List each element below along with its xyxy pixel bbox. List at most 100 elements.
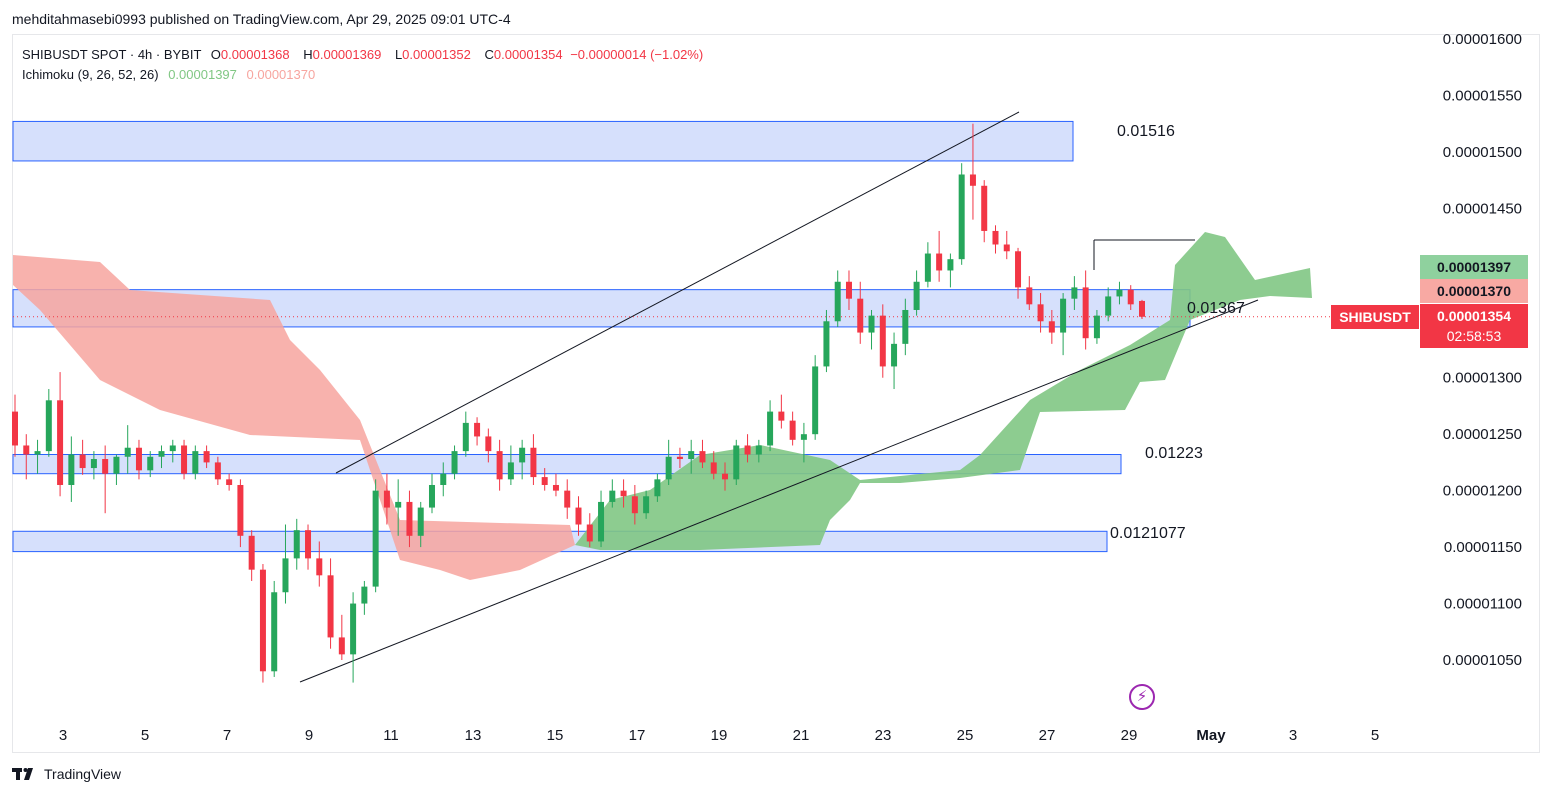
candle-body [834, 281, 841, 322]
publish-header: mehditahmasebi0993 published on TradingV… [12, 11, 511, 27]
candle-body [699, 451, 706, 463]
candle-body [248, 535, 255, 570]
candle-body [23, 445, 30, 455]
candle-body [293, 530, 300, 559]
candle-body [1127, 289, 1134, 305]
legend-indicator-name[interactable]: Ichimoku (9, 26, 52, 26) [22, 67, 159, 82]
candle-body [530, 447, 537, 478]
candle-body [181, 445, 188, 474]
legend-open-label: O [210, 47, 221, 62]
candle-body [45, 400, 52, 452]
candle-body [1116, 289, 1123, 297]
zones-layer [12, 120, 1191, 553]
bar-countdown: 02:58:53 [1446, 328, 1502, 344]
candle-body [936, 253, 943, 271]
zone-price-label: 0.01516 [1117, 123, 1175, 140]
price-tick-label: 0.00001050 [1443, 652, 1522, 669]
time-tick-label: 23 [875, 727, 892, 744]
candle-body [879, 315, 886, 367]
support-resistance-zone [12, 454, 1122, 475]
candle-body [1139, 300, 1145, 317]
candle-body [361, 586, 368, 604]
cloud-upper-price-tag: 0.00001397 [1420, 255, 1528, 279]
candle-body [440, 473, 447, 485]
candle-body [767, 411, 774, 446]
candle-body [1093, 315, 1100, 339]
candle-body [12, 411, 18, 446]
candle-body [564, 490, 571, 508]
candle-body [902, 309, 909, 344]
candle-body [586, 524, 593, 542]
candle-body [1015, 251, 1022, 288]
ichimoku-cloud-bullish [575, 232, 1312, 550]
ichimoku-cloud-layer [13, 232, 1312, 580]
ascending-channel-support-line [299, 299, 1259, 683]
candle-body [496, 451, 503, 480]
candle-body [575, 507, 582, 525]
candle-body [507, 462, 514, 480]
time-tick-label: May [1196, 727, 1226, 744]
time-tick-label: 9 [305, 727, 313, 744]
candle-body [620, 490, 627, 497]
candle-body [462, 422, 469, 452]
candle-body [474, 422, 481, 437]
candle-body [676, 456, 683, 460]
candle-body [1105, 296, 1112, 316]
ichimoku-cloud-bearish [13, 255, 575, 580]
lightning-icon[interactable]: ⚡ [1129, 684, 1155, 710]
legend-high-label: H [303, 47, 313, 62]
time-tick-label: 3 [1289, 727, 1297, 744]
candle-body [350, 603, 357, 655]
symbol-price-label: SHIBUSDT [1331, 305, 1419, 329]
candle-body [981, 185, 988, 231]
candle-body [428, 484, 435, 508]
candle-body [383, 490, 390, 508]
candle-body [79, 454, 86, 469]
candle-body [305, 530, 312, 559]
candle-body [147, 456, 154, 471]
legend-high: 0.00001369 [312, 47, 382, 62]
candle-body [395, 501, 402, 508]
candle-body [812, 366, 819, 435]
time-tick-label: 3 [59, 727, 67, 744]
candle-body [924, 253, 931, 282]
candle-body [327, 575, 334, 638]
candle-body [1060, 298, 1067, 333]
time-tick-label: 13 [465, 727, 482, 744]
candle-body [57, 400, 64, 485]
candle-body [631, 496, 638, 514]
time-tick-label: 5 [141, 727, 149, 744]
candle-body [958, 174, 965, 260]
candle-body [778, 411, 785, 421]
chart-frame[interactable] [12, 34, 1540, 753]
candle-body [135, 447, 142, 471]
time-tick-label: 19 [711, 727, 728, 744]
price-tick-label: 0.00001550 [1443, 87, 1522, 104]
candle-body [1003, 244, 1010, 252]
candle-body [1082, 287, 1089, 339]
candle-body [789, 420, 796, 440]
candle-body [237, 484, 244, 536]
price-axis: 0.00001600 0.00001550 0.00001500 0.00001450… [1443, 31, 1522, 669]
candle-body [992, 230, 999, 245]
candle-body [417, 507, 424, 536]
candle-body [913, 281, 920, 310]
candle-body [1048, 321, 1055, 333]
legend-open: 0.00001368 [220, 47, 290, 62]
time-tick-label: 11 [383, 727, 399, 744]
last-price-value: 0.00001354 [1437, 308, 1511, 324]
candle-body [519, 447, 526, 463]
candle-body [372, 490, 379, 587]
candle-body [969, 174, 976, 186]
legend-indicator-value-1: 0.00001397 [168, 67, 237, 82]
candle-body [271, 592, 278, 672]
candle-body [102, 459, 109, 474]
zone-price-label: 0.01223 [1145, 445, 1203, 462]
candle-body [124, 447, 131, 457]
legend-symbol[interactable]: SHIBUSDT SPOT · 4h · BYBIT [22, 47, 202, 62]
candle-body [90, 459, 97, 469]
legend-low: 0.00001352 [402, 47, 471, 62]
candle-body [214, 462, 221, 480]
candle-body [338, 637, 345, 655]
